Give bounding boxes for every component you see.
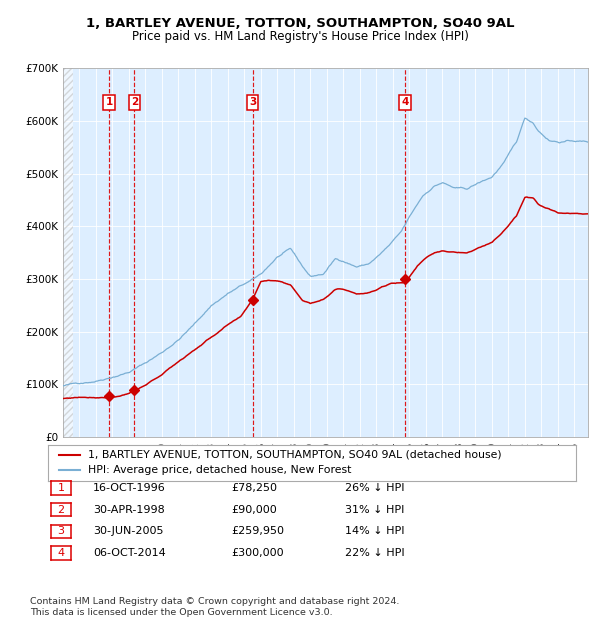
Text: 14% ↓ HPI: 14% ↓ HPI [345, 526, 404, 536]
Text: £90,000: £90,000 [231, 505, 277, 515]
Text: 2: 2 [58, 505, 64, 515]
Text: 1: 1 [58, 483, 64, 493]
Text: £78,250: £78,250 [231, 483, 277, 493]
Text: 1: 1 [106, 97, 113, 107]
Text: 26% ↓ HPI: 26% ↓ HPI [345, 483, 404, 493]
Text: 1, BARTLEY AVENUE, TOTTON, SOUTHAMPTON, SO40 9AL: 1, BARTLEY AVENUE, TOTTON, SOUTHAMPTON, … [86, 17, 514, 30]
Text: £300,000: £300,000 [231, 548, 284, 558]
Text: 1, BARTLEY AVENUE, TOTTON, SOUTHAMPTON, SO40 9AL (detached house): 1, BARTLEY AVENUE, TOTTON, SOUTHAMPTON, … [88, 450, 501, 459]
Text: 06-OCT-2014: 06-OCT-2014 [93, 548, 166, 558]
Text: Price paid vs. HM Land Registry's House Price Index (HPI): Price paid vs. HM Land Registry's House … [131, 30, 469, 43]
Text: 4: 4 [402, 97, 409, 107]
Text: 3: 3 [58, 526, 64, 536]
Text: 3: 3 [249, 97, 256, 107]
Text: 2: 2 [131, 97, 138, 107]
Text: 30-JUN-2005: 30-JUN-2005 [93, 526, 163, 536]
Text: Contains HM Land Registry data © Crown copyright and database right 2024.
This d: Contains HM Land Registry data © Crown c… [30, 598, 400, 617]
Text: 22% ↓ HPI: 22% ↓ HPI [345, 548, 404, 558]
Text: 30-APR-1998: 30-APR-1998 [93, 505, 165, 515]
Text: 4: 4 [58, 548, 64, 558]
Text: £259,950: £259,950 [231, 526, 284, 536]
Text: HPI: Average price, detached house, New Forest: HPI: Average price, detached house, New … [88, 466, 351, 476]
Text: 16-OCT-1996: 16-OCT-1996 [93, 483, 166, 493]
Text: 31% ↓ HPI: 31% ↓ HPI [345, 505, 404, 515]
